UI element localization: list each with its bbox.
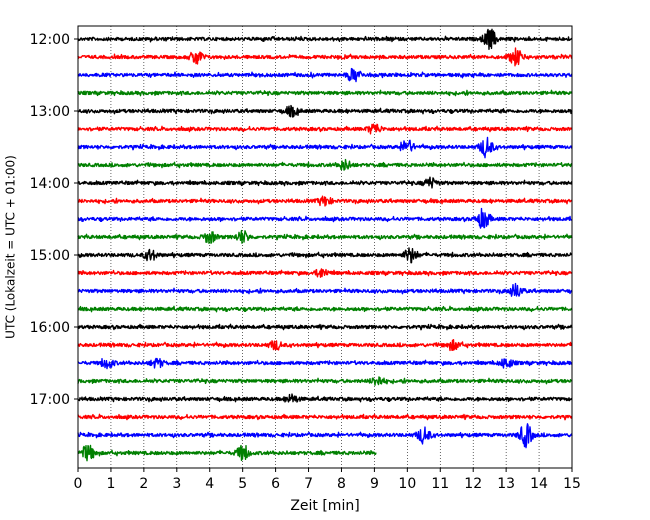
y-tick-label-1300: 13:00 bbox=[30, 104, 70, 120]
y-tick-label-1600: 16:00 bbox=[30, 320, 70, 336]
trace-1730 bbox=[77, 423, 573, 449]
y-tick-label-1200: 12:00 bbox=[30, 32, 70, 48]
x-tick-label-7: 7 bbox=[304, 476, 313, 492]
trace-1345 bbox=[77, 158, 573, 171]
trace-1745 bbox=[77, 444, 377, 462]
y-axis-title: UTC (Lokalzeit = UTC + 01:00) bbox=[4, 155, 18, 339]
trace-1230 bbox=[77, 67, 573, 83]
x-tick-label-0: 0 bbox=[74, 476, 83, 492]
trace-1715 bbox=[77, 413, 573, 421]
trace-1245 bbox=[77, 89, 573, 97]
x-tick-label-13: 13 bbox=[497, 476, 515, 492]
trace-1515 bbox=[77, 268, 573, 278]
trace-1545 bbox=[77, 305, 573, 313]
trace-1315 bbox=[77, 123, 573, 135]
x-tick-label-10: 10 bbox=[398, 476, 416, 492]
trace-1300 bbox=[77, 104, 573, 118]
x-tick-label-11: 11 bbox=[431, 476, 449, 492]
trace-1400 bbox=[77, 176, 573, 189]
trace-1415 bbox=[77, 195, 573, 207]
x-tick-label-14: 14 bbox=[530, 476, 548, 492]
y-tick-label-1500: 15:00 bbox=[30, 248, 70, 264]
y-axis-ticks: 12:00 13:00 14:00 15:00 16:00 17:00 bbox=[30, 32, 78, 408]
y-tick-label-1700: 17:00 bbox=[30, 392, 70, 408]
x-tick-label-2: 2 bbox=[139, 476, 148, 492]
plot-frame bbox=[77, 25, 573, 469]
x-tick-label-15: 15 bbox=[563, 476, 581, 492]
y-tick-label-1400: 14:00 bbox=[30, 176, 70, 192]
trace-1200 bbox=[77, 28, 573, 50]
x-tick-label-1: 1 bbox=[106, 476, 115, 492]
trace-1700 bbox=[77, 393, 573, 403]
trace-1445 bbox=[77, 229, 573, 244]
trace-1215 bbox=[77, 47, 573, 67]
trace-series bbox=[77, 28, 573, 462]
x-axis-title: Zeit [min] bbox=[290, 498, 359, 514]
trace-1600 bbox=[77, 323, 573, 331]
x-tick-label-5: 5 bbox=[238, 476, 247, 492]
trace-1615 bbox=[77, 339, 573, 352]
x-tick-label-12: 12 bbox=[464, 476, 482, 492]
x-axis-ticks: 0 1 2 3 4 5 6 7 8 9 10 11 12 13 14 15 bbox=[74, 468, 581, 492]
trace-1330 bbox=[77, 136, 573, 159]
trace-1630 bbox=[77, 357, 573, 370]
x-tick-label-9: 9 bbox=[370, 476, 379, 492]
x-tick-label-4: 4 bbox=[205, 476, 214, 492]
x-tick-label-6: 6 bbox=[271, 476, 280, 492]
trace-1530 bbox=[77, 282, 573, 297]
x-tick-label-8: 8 bbox=[337, 476, 346, 492]
trace-1645 bbox=[77, 376, 573, 386]
trace-1500 bbox=[77, 247, 573, 264]
x-tick-label-3: 3 bbox=[172, 476, 181, 492]
trace-1430 bbox=[77, 207, 573, 229]
